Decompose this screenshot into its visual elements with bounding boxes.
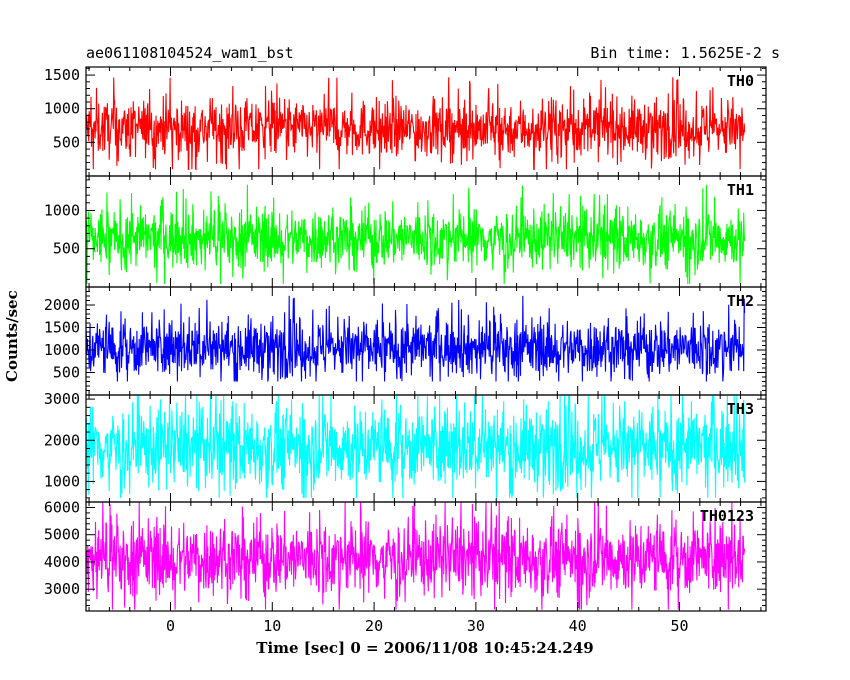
- series-line-th0123: [86, 502, 746, 610]
- x-axis-label: Time [sec] 0 = 2006/11/08 10:45:24.249: [256, 639, 594, 657]
- y-tick-label: 1500: [44, 66, 80, 84]
- x-tick-label: 0: [166, 617, 175, 635]
- y-tick-label: 5000: [44, 526, 80, 544]
- y-tick-label: 1000: [44, 472, 80, 490]
- series-line-th3: [86, 395, 746, 498]
- chart-title: ae061108104524_wam1_bst: [86, 44, 294, 62]
- panel-th1: 500 1000 TH1: [44, 175, 767, 288]
- y-tick-label: 500: [53, 364, 80, 382]
- series-line-th0: [86, 77, 746, 171]
- series-label-th2: TH2: [727, 292, 754, 310]
- series-line-th2: [86, 295, 746, 382]
- series-label-th1: TH1: [727, 181, 754, 199]
- y-tick-label: 1500: [44, 319, 80, 337]
- series-label-th0: TH0: [727, 72, 754, 90]
- y-tick-label: 1000: [44, 341, 80, 359]
- y-tick-label: 2000: [44, 296, 80, 314]
- series-line-th1: [86, 184, 746, 284]
- x-tick-label: 30: [467, 617, 485, 635]
- y-tick-label: 1000: [44, 100, 80, 118]
- x-tick-label: 20: [365, 617, 383, 635]
- x-tick-label: 10: [263, 617, 281, 635]
- y-tick-label: 500: [53, 133, 80, 151]
- y-tick-label: 1000: [44, 201, 80, 219]
- y-tick-label: 3000: [44, 390, 80, 408]
- series-label-th3: TH3: [727, 400, 754, 418]
- y-tick-label: 2000: [44, 431, 80, 449]
- series-label-th0123: TH0123: [700, 507, 754, 525]
- panel-th2: 500 1000 1500 2000 TH2: [44, 286, 767, 396]
- y-tick-label: 500: [53, 240, 80, 258]
- x-tick-label: 50: [670, 617, 688, 635]
- panel-th0123: 3000 4000 5000 6000 TH0123: [44, 498, 767, 612]
- panel-th0: 500 1000 1500 TH0: [44, 66, 767, 177]
- panel-th3: 1000 2000 3000 TH3: [44, 390, 767, 503]
- y-tick-label: 4000: [44, 553, 80, 571]
- x-tick-label: 40: [569, 617, 587, 635]
- y-tick-label: 6000: [44, 498, 80, 516]
- bin-time-label: Bin time: 1.5625E-2 s: [590, 44, 780, 62]
- y-axis-label: Counts/sec: [3, 290, 21, 382]
- y-tick-label: 3000: [44, 580, 80, 598]
